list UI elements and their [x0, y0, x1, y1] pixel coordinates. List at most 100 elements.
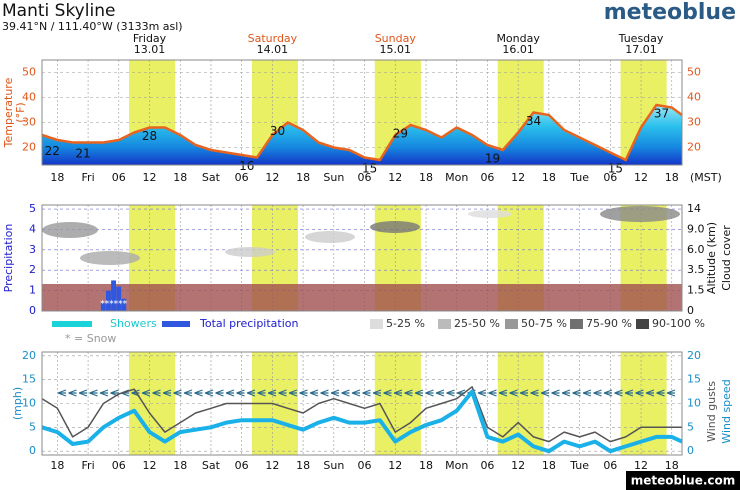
y-tick-label: 50	[22, 66, 36, 79]
wind-arrow	[57, 389, 67, 397]
wind-arrow	[278, 389, 287, 397]
plot-border	[41, 59, 683, 166]
x-tick-label: 12	[388, 171, 402, 184]
wind-arrow	[362, 389, 371, 397]
y2-tick-label: 50	[687, 66, 701, 79]
x-tick-label: 18	[173, 171, 187, 184]
x-tick-label: 06	[603, 171, 617, 184]
timezone: (MST)	[690, 171, 722, 184]
x-tick-label: Tue	[569, 171, 589, 184]
cloud-legend-label: 50-75 %	[521, 317, 567, 330]
cloud-legend-label: 25-50 %	[454, 317, 500, 330]
cloud-cover	[305, 231, 355, 243]
temperature-label: 30	[270, 124, 285, 138]
x-tick-label: 18	[542, 171, 556, 184]
day-date: 14.01	[257, 43, 289, 56]
temperature-line	[41, 103, 683, 162]
x-tick-label: 18	[173, 459, 187, 472]
temperature-label: 22	[45, 144, 60, 158]
precipitation-panel: 0 1 2 3 4 5 ****** 0 1.5 3.5 6.0 9.0 14 Precipitation…	[2, 202, 733, 345]
cloud-legend-label: 90-100 %	[652, 317, 705, 330]
legend-swatch	[162, 321, 190, 327]
wind-line	[41, 389, 683, 454]
x-tick-label: Fri	[82, 171, 95, 184]
footer-bg	[626, 471, 740, 490]
y2-tick-label: 0	[687, 444, 694, 457]
wind-arrow	[99, 389, 109, 397]
x-tick-label: 06	[358, 171, 372, 184]
temperature-label: 19	[485, 152, 500, 166]
wind-arrow	[341, 389, 350, 397]
y-tick-label: 20	[22, 141, 36, 154]
cloud-legend-swatch	[370, 319, 383, 329]
wind-arrow	[141, 389, 151, 397]
x-tick-label: 12	[143, 171, 157, 184]
y2-tick-label: 30	[687, 116, 701, 129]
y-axis-label: Precipitation	[2, 224, 15, 293]
cloud-legend-label: 75-90 %	[586, 317, 632, 330]
y-tick-label: 5	[29, 420, 36, 433]
temperature-label: 16	[239, 159, 254, 173]
wind-arrow	[488, 389, 497, 397]
cloud-cover	[600, 206, 680, 222]
y-tick-label: 40	[22, 91, 36, 104]
precip-bar	[121, 298, 127, 311]
day-date: 17.01	[625, 43, 657, 56]
wind-arrow	[267, 389, 277, 397]
wind-arrow	[320, 389, 329, 397]
legend-label: Total precipitation	[199, 317, 299, 330]
snow-marks: ******	[100, 300, 128, 310]
x-tick-label: 18	[50, 171, 64, 184]
cloud-cover	[225, 247, 275, 257]
temperature-label: 21	[75, 147, 90, 161]
wind-panel: 0 0 5 5 10 10 15 15 20 20 (mph) Wind gusts Wind spee…	[11, 349, 733, 472]
wind-arrow	[152, 389, 161, 397]
y-tick-label: 15	[22, 373, 36, 386]
y2-tick-label: 9.0	[687, 222, 705, 235]
wind-arrow	[530, 389, 539, 397]
wind-arrow	[204, 389, 214, 397]
x-tick-label: 06	[480, 459, 494, 472]
brand: meteoblue	[604, 0, 736, 25]
wind-arrow	[572, 389, 581, 397]
day-date: 13.01	[134, 43, 166, 56]
y2-tick-label: 3.5	[687, 263, 705, 276]
y2-axis-label: Altitude (km)	[705, 222, 718, 294]
x-tick-label: 12	[143, 459, 157, 472]
x-tick-label: Sat	[202, 171, 221, 184]
precip-bar	[106, 290, 111, 311]
y-axis-label: (mph)	[11, 387, 24, 420]
day-name: Monday	[496, 32, 540, 45]
y-tick-label: 10	[22, 397, 36, 410]
cloud-cover	[370, 221, 420, 233]
x-tick-label: Mon	[445, 459, 468, 472]
subtitle: 39.41°N / 111.40°W (3133m asl)	[2, 20, 183, 33]
x-tick-label: 12	[511, 171, 525, 184]
footer: meteoblue.com	[631, 474, 736, 488]
y2-tick-label: 5	[687, 420, 694, 433]
wind-arrow	[414, 389, 424, 397]
wind-arrow	[614, 389, 623, 397]
y2-tick-label: 1.5	[687, 284, 705, 297]
y-tick-label: 1	[29, 284, 36, 297]
wind-arrow	[246, 389, 256, 397]
x-tick-label: 06	[112, 459, 126, 472]
x-tick-label: 18	[419, 459, 433, 472]
cloud-legend-swatch	[505, 319, 518, 329]
cloud-cover	[42, 222, 98, 238]
day-name: Tuesday	[618, 32, 664, 45]
cloud-cover	[468, 210, 512, 218]
wind-arrow	[299, 389, 308, 397]
y2-axis-label: Wind gusts	[705, 381, 718, 442]
x-tick-label: 06	[112, 171, 126, 184]
wind-arrow	[372, 389, 382, 397]
wind-arrow	[582, 389, 592, 397]
day-date: 15.01	[380, 43, 412, 56]
x-tick-label: 18	[665, 459, 679, 472]
y-tick-label: 2	[29, 263, 36, 276]
wind-arrow	[236, 389, 245, 397]
wind-arrow	[330, 389, 340, 397]
x-tick-label: Sun	[323, 459, 344, 472]
wind-arrow	[225, 389, 235, 397]
y-tick-label: 0	[29, 444, 36, 457]
